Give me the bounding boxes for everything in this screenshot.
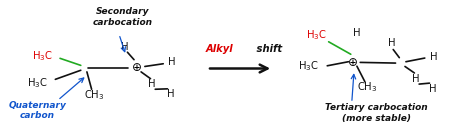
Text: Alkyl: Alkyl: [205, 44, 233, 54]
Text: H$_3$C: H$_3$C: [298, 60, 319, 73]
Text: CH$_3$: CH$_3$: [357, 81, 378, 94]
Text: H: H: [166, 89, 174, 99]
Text: CH$_3$: CH$_3$: [84, 88, 104, 102]
Text: ⊕: ⊕: [348, 56, 358, 69]
Text: H: H: [428, 84, 436, 94]
Text: H: H: [388, 38, 395, 48]
Text: H: H: [148, 79, 155, 89]
Text: Quaternary
carbon: Quaternary carbon: [9, 101, 66, 120]
Text: H$_3$C: H$_3$C: [32, 49, 53, 62]
Text: shift: shift: [253, 44, 283, 54]
Text: H: H: [429, 52, 437, 62]
Text: H$_3$C: H$_3$C: [307, 28, 327, 42]
Text: H: H: [168, 57, 175, 67]
Text: H: H: [411, 74, 419, 84]
Text: ⊕: ⊕: [131, 61, 141, 74]
Text: H: H: [353, 28, 361, 38]
Text: H: H: [121, 42, 128, 52]
Text: Tertiary carbocation
(more stable): Tertiary carbocation (more stable): [325, 103, 428, 123]
Text: Secondary
carbocation: Secondary carbocation: [92, 8, 152, 27]
Text: H$_3$C: H$_3$C: [27, 76, 48, 90]
